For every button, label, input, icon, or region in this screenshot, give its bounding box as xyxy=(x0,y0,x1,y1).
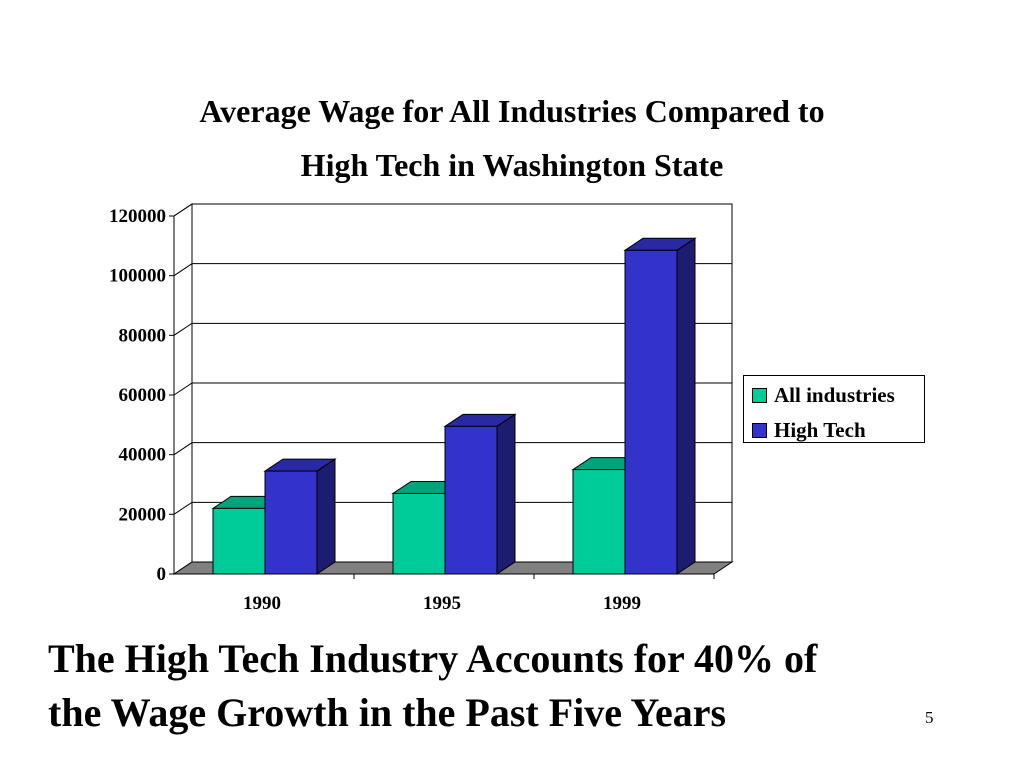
legend-label-all-industries: All industries xyxy=(774,382,895,407)
x-tick-label-1995: 1995 xyxy=(423,593,461,614)
bar-side-high-tech-1995 xyxy=(496,413,516,575)
bar-high-tech-1995 xyxy=(444,425,498,575)
caption-line2: the Wage Growth in the Past Five Years xyxy=(48,690,727,735)
slide-title-line1: Average Wage for All Industries Compared… xyxy=(199,93,825,129)
gridline-120000 xyxy=(173,203,732,217)
bar-side-high-tech-1999 xyxy=(676,237,696,575)
slide-title-line2: High Tech in Washington State xyxy=(300,147,724,183)
slide-title: Average Wage for All Industries Compared… xyxy=(0,84,1024,192)
y-tick-label-0: 0 xyxy=(157,564,167,585)
gridline-60000 xyxy=(173,382,732,396)
legend-swatch-high-tech xyxy=(752,422,767,438)
bar-all-industries-1995 xyxy=(392,492,446,575)
y-tick-label-80000: 80000 xyxy=(119,325,167,346)
gridline-40000 xyxy=(173,442,732,456)
y-tick-label-100000: 100000 xyxy=(109,266,166,287)
bar-high-tech-1990 xyxy=(264,470,318,575)
legend-item-all-industries: All industries xyxy=(752,383,895,407)
x-tick-label-1999: 1999 xyxy=(603,593,641,614)
gridline-100000 xyxy=(173,263,732,277)
legend-item-high-tech: High Tech xyxy=(752,418,866,442)
y-tick-label-40000: 40000 xyxy=(119,445,167,466)
slide-caption: The High Tech Industry Accounts for 40% … xyxy=(48,632,948,740)
bar-high-tech-1999 xyxy=(624,249,678,575)
bar-side-high-tech-1990 xyxy=(316,458,336,575)
gridline-80000 xyxy=(173,322,732,336)
x-tick-label-1990: 1990 xyxy=(243,593,281,614)
legend-swatch-all-industries xyxy=(752,387,767,403)
slide-number: 5 xyxy=(925,708,934,727)
y-tick-label-20000: 20000 xyxy=(119,504,167,525)
bar-all-industries-1999 xyxy=(572,469,626,575)
legend-label-high-tech: High Tech xyxy=(774,417,866,442)
caption-line1: The High Tech Industry Accounts for 40% … xyxy=(48,636,818,681)
chart-legend: All industries High Tech xyxy=(743,375,925,443)
y-tick-label-120000: 120000 xyxy=(109,206,166,227)
gridline-20000 xyxy=(173,501,732,515)
y-tick-label-60000: 60000 xyxy=(119,385,167,406)
bar-all-industries-1990 xyxy=(212,507,266,575)
